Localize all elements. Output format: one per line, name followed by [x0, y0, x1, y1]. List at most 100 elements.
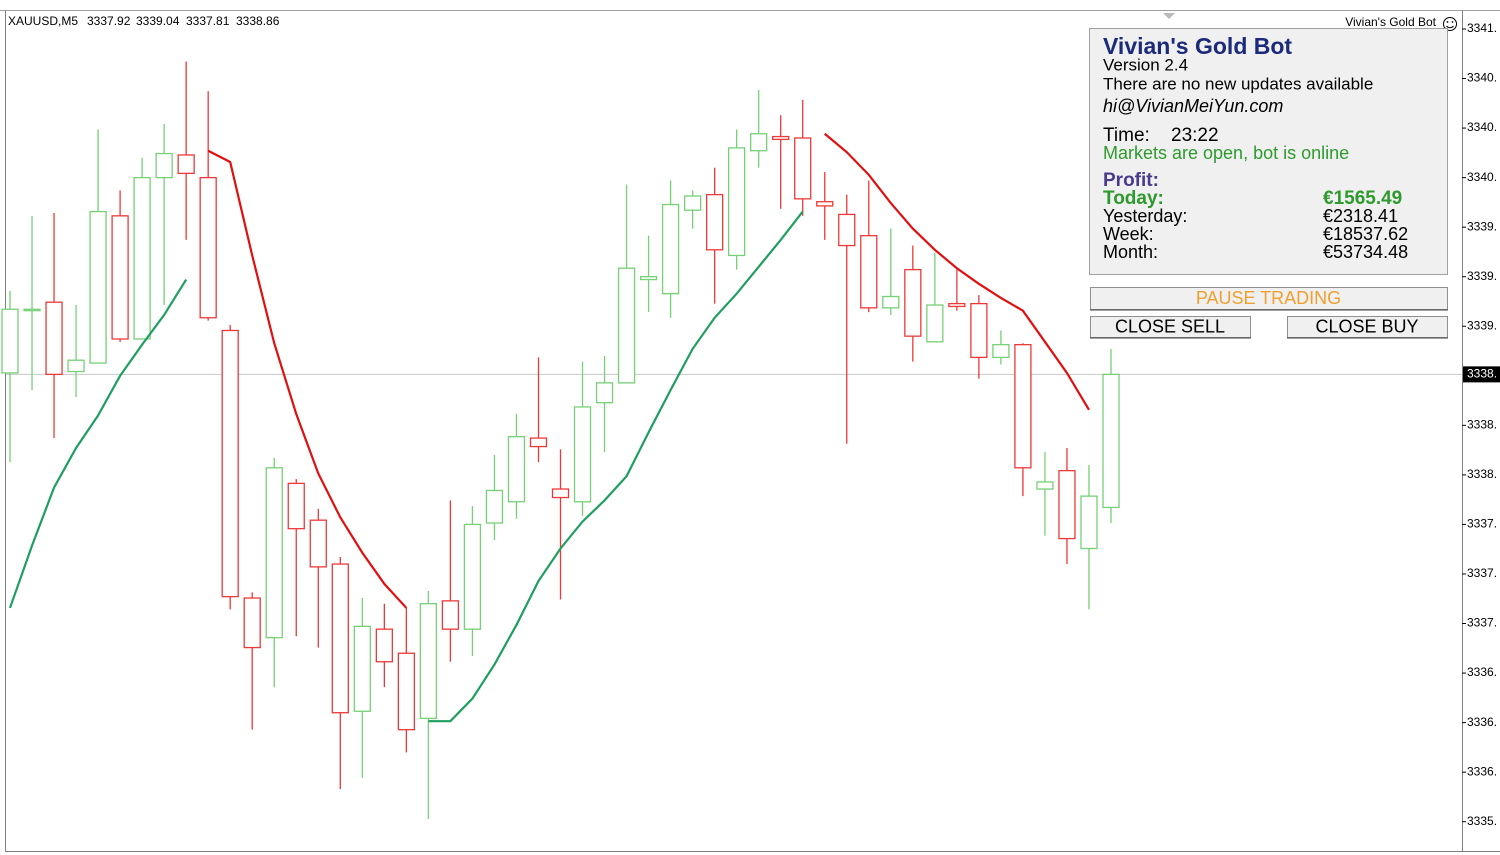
candle-body	[705, 193, 724, 251]
shift-marker	[1163, 13, 1175, 19]
candle-body	[177, 154, 195, 175]
y-tick-label: 3337.	[1467, 517, 1497, 531]
candle-body	[573, 406, 592, 503]
y-tick-label: 3337.	[1467, 616, 1497, 630]
candle-body	[441, 600, 460, 630]
candle-body	[199, 176, 217, 319]
candle-body	[67, 359, 85, 373]
candle-body	[243, 597, 261, 649]
moving-average	[207, 132, 1090, 609]
y-tick-label: 3339.	[1467, 219, 1497, 233]
candle-body	[683, 195, 702, 211]
candle-body	[463, 523, 482, 630]
candle-body	[860, 235, 878, 309]
candle-body	[353, 625, 371, 712]
profit-period: Week:	[1103, 224, 1154, 244]
candle-body	[992, 344, 1010, 359]
y-tick-label: 3340.	[1467, 71, 1497, 85]
candle-body	[838, 213, 856, 247]
profit-value: €53734.48	[1323, 242, 1408, 262]
candle-body	[155, 152, 173, 179]
candle-body	[419, 603, 438, 720]
profit-label: Profit:	[1103, 170, 1159, 191]
y-tick-label: 3339.	[1467, 318, 1497, 332]
candle-body	[221, 329, 239, 598]
current-price-box	[1463, 366, 1500, 383]
y-tick-label: 3338.	[1467, 467, 1497, 481]
plot	[1, 61, 1462, 819]
y-tick-label: 3337.	[1467, 566, 1497, 580]
candle-body	[551, 488, 570, 499]
candle-body	[133, 176, 151, 340]
update-status: There are no new updates available	[1103, 74, 1373, 93]
button-label[interactable]: CLOSE SELL	[1115, 316, 1225, 336]
profit-period: Today:	[1103, 188, 1164, 209]
moving-average	[8, 210, 804, 723]
y-tick-label: 3339.	[1467, 269, 1497, 283]
y-tick-label: 3336.	[1467, 715, 1497, 729]
y-tick-label: 3340.	[1467, 120, 1497, 134]
version: Version 2.4	[1103, 55, 1188, 74]
y-tick-label: 3335.	[1467, 814, 1497, 828]
button-label[interactable]: CLOSE BUY	[1315, 316, 1418, 336]
candle-body	[661, 203, 680, 295]
candle-body	[1058, 469, 1076, 540]
candle-body	[1036, 481, 1054, 490]
candle-body	[750, 133, 768, 152]
candle-body	[926, 304, 944, 343]
candle-body	[1080, 495, 1098, 550]
button[interactable]: CLOSE BUY	[1287, 316, 1448, 339]
candle-body	[728, 147, 746, 257]
expert-label: Vivian's Gold Bot	[1345, 15, 1436, 29]
candle-body	[1102, 373, 1120, 509]
high-price: 3339.04	[136, 14, 180, 28]
candle-body	[882, 295, 900, 309]
candle-body	[595, 382, 614, 404]
bot-panel: Vivian's Gold Bot Version 2.4 There are …	[1089, 28, 1448, 275]
candle-body	[309, 519, 327, 568]
smiley-icon	[1443, 17, 1457, 31]
candle-body	[397, 652, 416, 731]
symbol: XAUUSD,M5	[8, 14, 78, 28]
y-tick-label: 3338.	[1467, 418, 1497, 432]
email: hi@VivianMeiYun.com	[1103, 96, 1283, 116]
candle-body	[375, 628, 393, 663]
button[interactable]: CLOSE SELL	[1090, 316, 1251, 339]
candle-body	[948, 302, 966, 308]
candle-body	[1, 308, 19, 374]
price-axis: 3341. 3340. 3340. 3340. 3339. 3339. 3339. 3338.…	[1462, 21, 1500, 828]
candle-body	[45, 301, 63, 376]
y-tick-label: 3341.	[1467, 21, 1497, 35]
candle-body	[331, 563, 349, 714]
candle-body	[970, 302, 988, 359]
market-status: Markets are open, bot is online	[1103, 143, 1349, 163]
y-tick-label: 3336.	[1467, 764, 1497, 778]
y-tick-label: 3336.	[1467, 665, 1497, 679]
candle-body	[816, 201, 834, 207]
candle-body	[89, 210, 107, 364]
candle-body	[617, 267, 636, 384]
open-price: 3337.92	[87, 14, 131, 28]
candle-body	[23, 308, 41, 312]
candle-body	[507, 436, 526, 503]
profit-period: Month:	[1103, 242, 1158, 262]
button-label[interactable]: PAUSE TRADING	[1196, 288, 1341, 308]
candle-body	[639, 276, 658, 281]
panel-box	[1089, 28, 1448, 275]
panel-title: Vivian's Gold Bot	[1103, 33, 1292, 59]
low-price: 3337.81	[186, 14, 230, 28]
candle-body	[904, 268, 922, 337]
candle-body	[794, 137, 812, 200]
candle-body	[265, 467, 283, 639]
candle-body	[287, 482, 305, 530]
candle-body	[1014, 344, 1032, 469]
button[interactable]: PAUSE TRADING	[1090, 287, 1448, 311]
close-price: 3338.86	[236, 14, 280, 28]
profit-period: Yesterday:	[1103, 206, 1187, 226]
time-label: Time:	[1103, 125, 1150, 146]
candle-body	[485, 489, 504, 524]
profit-value: €1565.49	[1323, 188, 1402, 209]
candle-body	[772, 135, 790, 141]
candle-body	[111, 215, 129, 340]
